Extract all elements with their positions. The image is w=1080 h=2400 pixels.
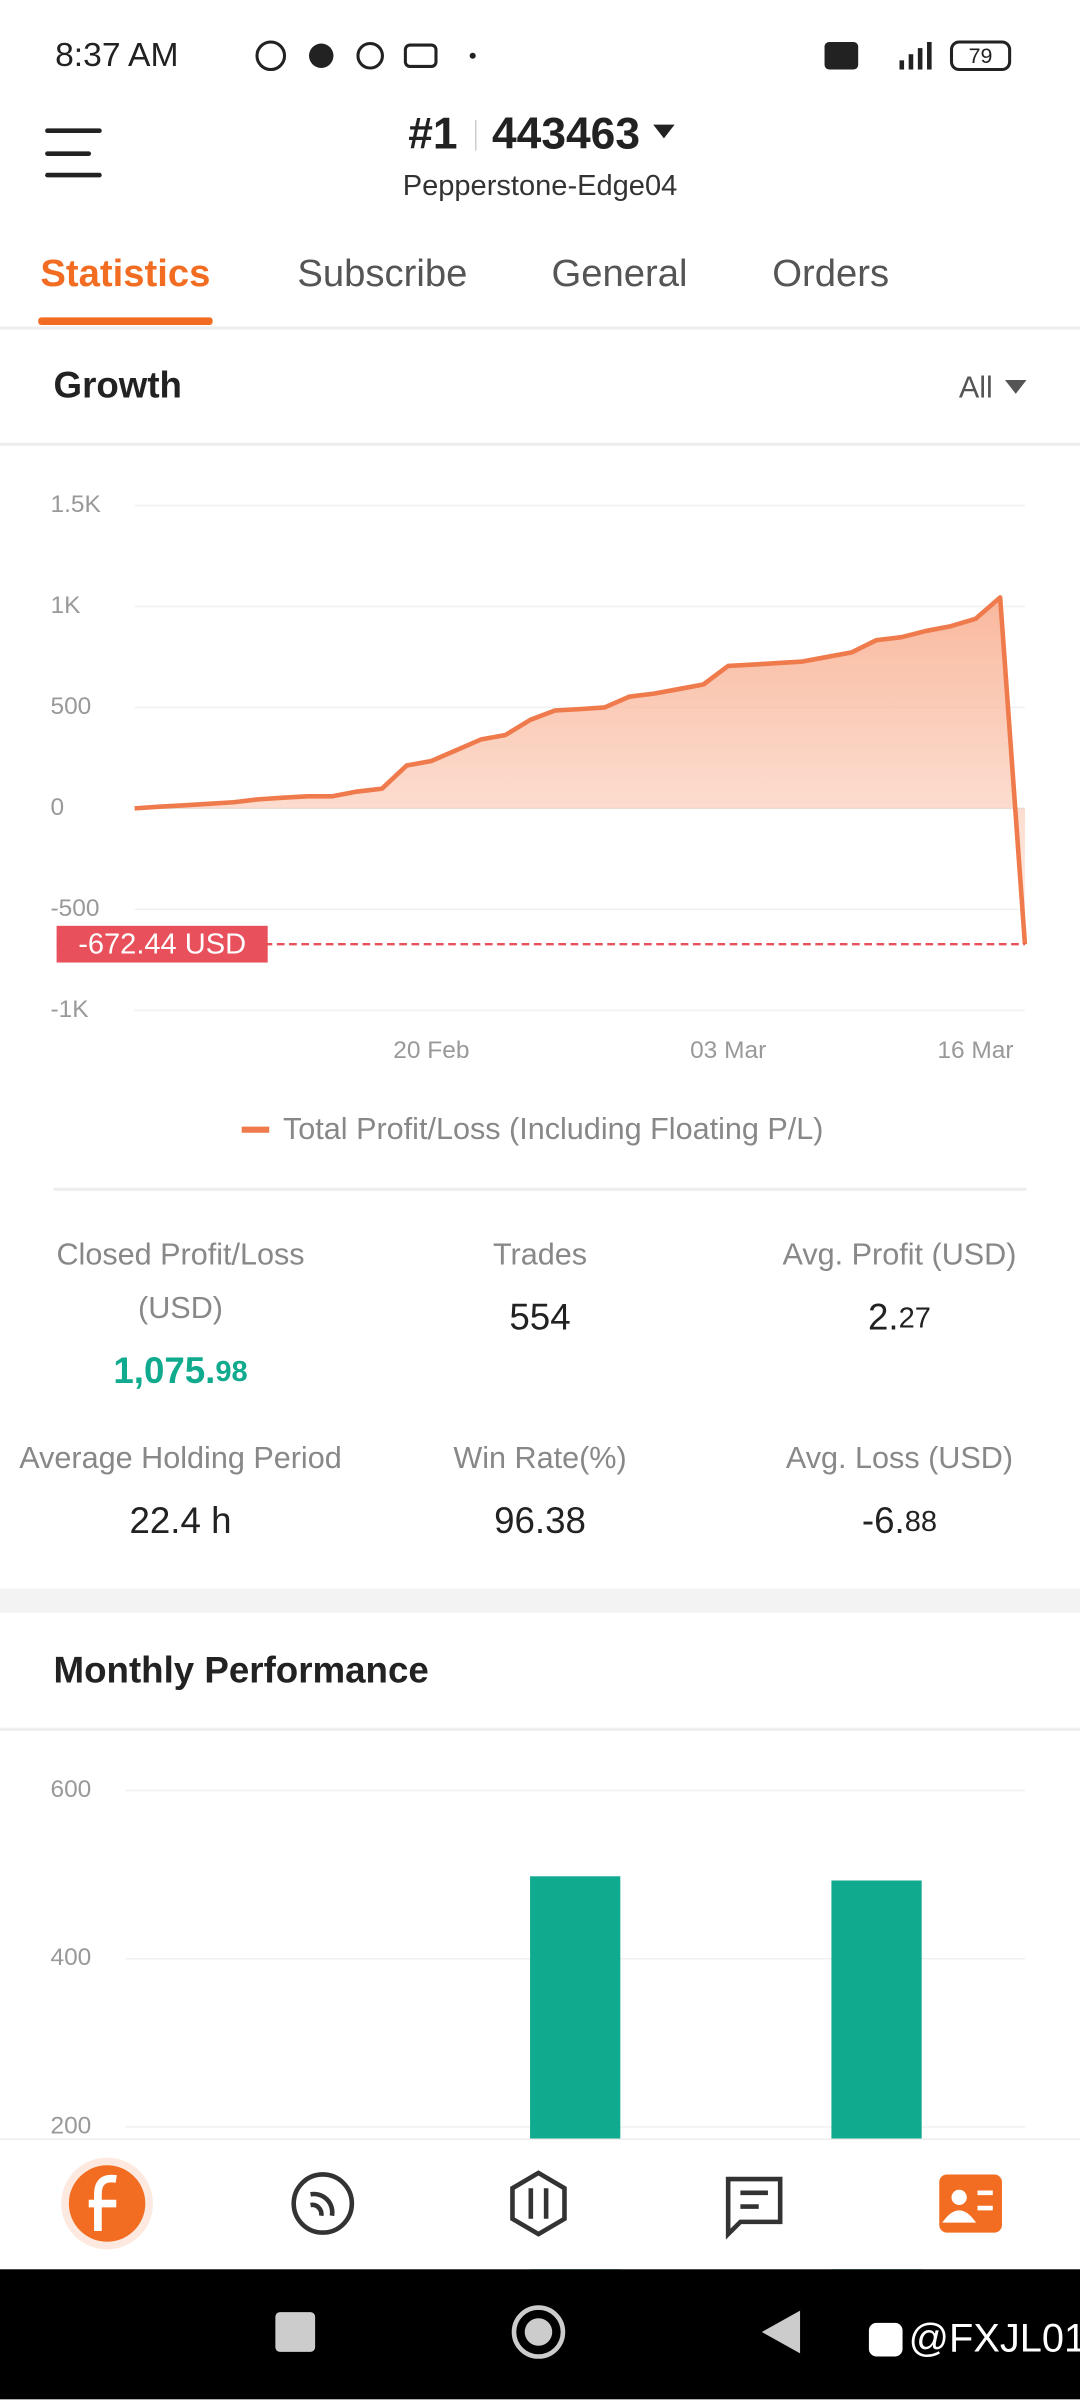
status-icons: [255, 40, 1012, 72]
stat-value-decimal: 88: [905, 1505, 937, 1537]
tab[interactable]: Orders: [772, 252, 889, 295]
stat-label: Avg. Loss (USD): [786, 1441, 1013, 1475]
section-title: Growth: [54, 364, 182, 405]
reference-badge: [56, 925, 268, 963]
y-tick-label: 1.5K: [50, 491, 101, 518]
x-tick-label: 03 Mar: [690, 1037, 766, 1064]
recent-button[interactable]: [275, 2312, 316, 2352]
legend-label: Total Profit/Loss (Including Floating P/…: [283, 1112, 823, 1146]
y-tick-label: 500: [50, 693, 91, 720]
home-button[interactable]: [511, 2305, 566, 2359]
menu-button[interactable]: [45, 128, 102, 178]
stat-value: 96.38: [494, 1499, 586, 1540]
y-tick-label: -500: [50, 895, 99, 922]
stat-value-main: 554: [509, 1296, 570, 1337]
signal-icon: [899, 41, 932, 70]
stat-value: 22.4 h: [129, 1499, 231, 1540]
account-dropdown[interactable]: [653, 124, 675, 139]
stat-label: Closed Profit/Loss: [56, 1238, 304, 1272]
back-button[interactable]: [761, 2310, 801, 2354]
nav-feed[interactable]: [291, 2172, 355, 2235]
stat-value: 2.27: [868, 1296, 931, 1337]
server-name: Pepperstone-Edge04: [403, 170, 678, 202]
stat-label: Average Holding Period: [19, 1441, 341, 1475]
line: [134, 595, 1028, 945]
stat-label: Avg. Profit (USD): [783, 1238, 1017, 1272]
volte-icon: [824, 41, 859, 70]
stat-value: 554: [509, 1296, 570, 1337]
stat-value-main: 1,075.: [113, 1350, 215, 1391]
growth-chart: 1.5K 1K 500 0 -500 -1K 20 Feb 03 Mar 16 Mar -672.…: [50, 491, 1028, 1064]
nav-trade[interactable]: [510, 2170, 567, 2237]
battery-level: 79: [969, 44, 993, 68]
area: [134, 597, 1025, 945]
status-time: 8:37 AM: [55, 37, 178, 74]
y-tick-label: 200: [50, 2112, 91, 2139]
home-button-dot: [524, 2318, 553, 2346]
stat-value: 1,075.98: [113, 1350, 247, 1391]
watermark-icon: [868, 2322, 903, 2357]
stat-label: Win Rate(%): [453, 1441, 626, 1475]
stat-label: (USD): [138, 1291, 223, 1325]
x-tick-label: 16 Mar: [937, 1037, 1013, 1064]
nav-profile[interactable]: [939, 2174, 1002, 2233]
stat-value-decimal: 98: [215, 1356, 247, 1388]
y-tick-label: 600: [50, 1776, 91, 1803]
filter-dropdown[interactable]: [1005, 380, 1027, 394]
status-dot: [469, 52, 476, 59]
nav-home[interactable]: [61, 2157, 153, 2250]
stat-value-main: 96.38: [494, 1499, 586, 1540]
account-number[interactable]: 443463: [492, 110, 640, 159]
stat-value-main: -6.: [862, 1499, 905, 1540]
x-tick-label: 20 Feb: [393, 1037, 469, 1064]
tab[interactable]: Subscribe: [297, 252, 467, 295]
stat-value: -6.88: [862, 1499, 937, 1540]
section-title: Monthly Performance: [54, 1649, 429, 1690]
y-tick-label: -1K: [50, 996, 89, 1023]
account-rank: #1: [408, 110, 457, 159]
nav-messages[interactable]: [725, 2176, 783, 2240]
stat-value-main: 2.: [868, 1296, 899, 1337]
stat-value-main: 22.4 h: [129, 1499, 231, 1540]
y-tick-label: 0: [50, 794, 64, 821]
stat-label: Trades: [493, 1238, 587, 1272]
watermark: @FXJL01: [909, 2317, 1080, 2361]
section-gap: [0, 1588, 1080, 1614]
reference-label: -672.44 USD: [78, 928, 246, 960]
y-tick-label: 400: [50, 1944, 91, 1971]
tab[interactable]: General: [552, 252, 688, 295]
status-icon: [309, 43, 334, 68]
stats: Closed Profit/Loss (USD) 1,075.98 Trades 554…: [19, 1238, 1016, 1541]
stat-value-decimal: 27: [899, 1302, 931, 1334]
y-tick-label: 1K: [50, 592, 81, 619]
tab-active[interactable]: Statistics: [40, 252, 210, 295]
bottom-nav: [0, 2139, 1080, 2270]
range-filter[interactable]: All: [959, 370, 993, 404]
tab-indicator: [38, 317, 213, 325]
